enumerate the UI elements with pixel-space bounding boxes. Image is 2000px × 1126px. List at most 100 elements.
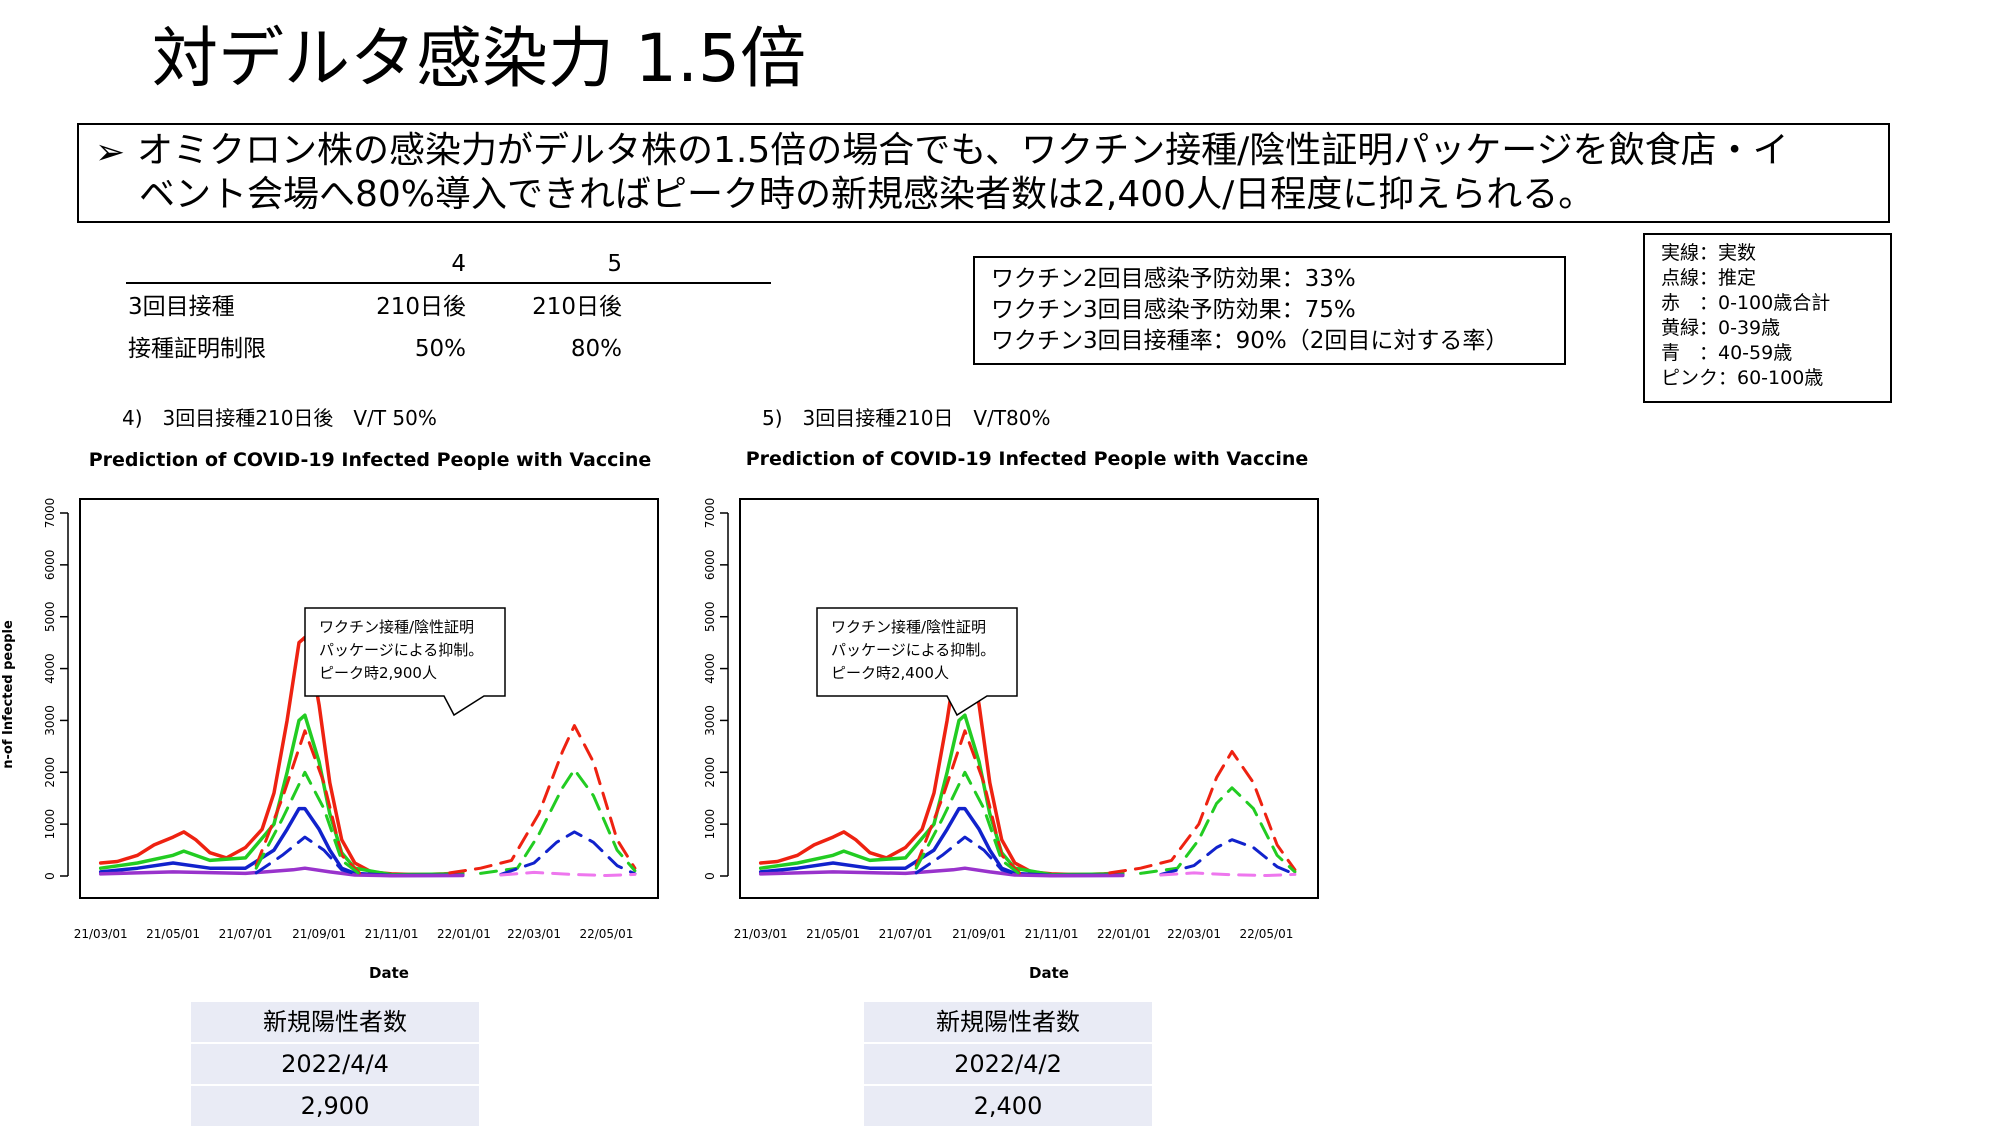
result-value: 2,400 — [864, 1086, 1152, 1126]
x-tick-label: 21/05/01 — [806, 927, 860, 941]
param-row-label: 接種証明制限 — [128, 336, 266, 362]
summary-line-1: オミクロン株の感染力がデルタ株の1.5倍の場合でも、ワクチン接種/陰性証明パッケ… — [137, 130, 1789, 171]
callout-text: パッケージによる抑制。 — [831, 641, 995, 659]
x-tick-label: 21/09/01 — [952, 927, 1006, 941]
callout-text: ワクチン接種/陰性証明 — [319, 618, 474, 636]
result-table-4: 新規陽性者数 2022/4/4 2,900 — [191, 1002, 479, 1126]
chart-caption-5: 5) 3回目接種210日 V/T80% — [762, 406, 1051, 430]
series-line-red-dashed — [448, 724, 637, 875]
series-line-green-dashed — [479, 768, 637, 875]
result-table-5: 新規陽性者数 2022/4/2 2,400 — [864, 1002, 1152, 1126]
param-row-label: 3回目接種 — [128, 294, 235, 320]
series-line-blue-dashed — [914, 835, 1021, 877]
param-col-header: 5 — [607, 251, 622, 277]
y-tick-label: 2000 — [703, 757, 717, 788]
series-line-green-solid — [98, 713, 465, 877]
chart-5: 0 1000 2000 3000 4000 5000 6000 7000 21/03/01 21/… — [703, 498, 1319, 982]
series-line-blue-dashed — [499, 830, 637, 876]
y-tick-label: 5000 — [43, 601, 57, 632]
x-tick-label: 22/05/01 — [579, 927, 633, 941]
slide-title: 対デルタ感染力 1.5倍 — [152, 20, 806, 97]
x-tick-label: 22/05/01 — [1239, 927, 1293, 941]
y-tick-label: 4000 — [43, 653, 57, 684]
legend-line: 点線：推定 — [1661, 267, 1757, 289]
y-axis-label: n-of Infected people — [1, 620, 16, 769]
x-tick-label: 22/03/01 — [1167, 927, 1221, 941]
x-tick-label: 21/07/01 — [219, 927, 273, 941]
summary-box: ➢ オミクロン株の感染力がデルタ株の1.5倍の場合でも、ワクチン接種/陰性証明パ… — [77, 123, 1890, 223]
x-axis-label: Date — [1029, 964, 1069, 982]
chart-caption-4: 4) 3回目接種210日後 V/T 50% — [122, 406, 437, 430]
x-tick-label: 21/11/01 — [365, 927, 419, 941]
vaccine-effect-line: ワクチン3回目接種率：90%（2回目に対する率） — [991, 328, 1509, 354]
param-cell: 50% — [414, 336, 466, 362]
series-line-pink-dashed — [499, 870, 637, 877]
y-tick-label: 3000 — [703, 705, 717, 736]
callout-bubble — [816, 607, 1018, 717]
y-tick-label: 2000 — [43, 757, 57, 788]
param-cell: 210日後 — [532, 294, 622, 320]
result-date: 2022/4/4 — [191, 1044, 479, 1084]
y-tick-label: 7000 — [703, 498, 717, 529]
y-tick-label: 3000 — [43, 705, 57, 736]
legend-line: 黄緑：0-39歳 — [1661, 317, 1781, 339]
series-line-green-dashed — [1139, 786, 1297, 875]
chart-title-5: Prediction of COVID-19 Infected People w… — [745, 448, 1309, 470]
legend-line: ピンク：60-100歳 — [1661, 367, 1824, 389]
param-cell: 80% — [570, 336, 622, 362]
series-line-green-solid — [758, 713, 1125, 877]
series-line-red-dashed — [1108, 750, 1297, 875]
result-header: 新規陽性者数 — [191, 1002, 479, 1042]
series-line-green-dashed — [914, 770, 1021, 876]
series-line-blue-dashed — [254, 835, 361, 877]
x-tick-label: 22/03/01 — [507, 927, 561, 941]
callout-bubble — [304, 607, 506, 717]
y-tick-label: 4000 — [703, 653, 717, 684]
param-col-header: 4 — [451, 251, 466, 277]
vaccine-effect-box: ワクチン2回目感染予防効果：33% ワクチン3回目感染予防効果：75% ワクチン… — [973, 256, 1566, 365]
series-line-red-dashed — [914, 729, 1021, 875]
arrow-bullet-icon: ➢ — [95, 132, 126, 173]
x-tick-label: 21/11/01 — [1025, 927, 1079, 941]
y-tick-label: 6000 — [703, 550, 717, 581]
y-tick-label: 0 — [703, 872, 717, 880]
result-header: 新規陽性者数 — [864, 1002, 1152, 1042]
param-table-rule — [126, 282, 771, 284]
summary-line-2: ベント会場へ80%導入できればピーク時の新規感染者数は2,400人/日程度に抑え… — [139, 174, 1595, 215]
series-line-blue-dashed — [1159, 838, 1297, 876]
x-axis-label: Date — [369, 964, 409, 982]
result-value: 2,900 — [191, 1086, 479, 1126]
y-tick-label: 1000 — [703, 809, 717, 840]
y-tick-label: 6000 — [43, 550, 57, 581]
callout-text: ピーク時2,900人 — [319, 664, 437, 682]
legend-line: 赤 ：0-100歳合計 — [1661, 292, 1831, 314]
callout-text: ピーク時2,400人 — [831, 664, 949, 682]
y-tick-label: 0 — [43, 872, 57, 880]
x-tick-label: 21/07/01 — [879, 927, 933, 941]
y-tick-label: 1000 — [43, 809, 57, 840]
x-tick-label: 21/05/01 — [146, 927, 200, 941]
series-line-red-dashed — [254, 729, 361, 875]
x-tick-label: 22/01/01 — [1097, 927, 1151, 941]
series-line-green-dashed — [254, 770, 361, 876]
plot-frame — [739, 498, 1319, 899]
result-date: 2022/4/2 — [864, 1044, 1152, 1084]
chart-4: 0 1000 2000 3000 4000 5000 6000 7000 n-of Infect… — [1, 498, 659, 982]
chart-title-4: Prediction of COVID-19 Infected People w… — [88, 449, 652, 471]
callout-text: ワクチン接種/陰性証明 — [831, 618, 986, 636]
y-tick-label: 5000 — [703, 601, 717, 632]
vaccine-effect-line: ワクチン2回目感染予防効果：33% — [991, 266, 1356, 292]
legend-line: 青 ：40-59歳 — [1661, 342, 1793, 364]
y-tick-label: 7000 — [43, 498, 57, 529]
legend-line: 実線：実数 — [1661, 242, 1757, 264]
x-tick-label: 21/03/01 — [734, 927, 788, 941]
series-line-pink-dashed — [1159, 871, 1297, 877]
plot-frame — [79, 498, 659, 899]
legend-box: 実線：実数 点線：推定 赤 ：0-100歳合計 黄緑：0-39歳 青 ：40-5… — [1643, 233, 1892, 403]
series-line-purple-solid — [758, 866, 1125, 878]
vaccine-effect-line: ワクチン3回目感染予防効果：75% — [991, 297, 1356, 323]
series-line-purple-solid — [98, 866, 465, 878]
callout-text: パッケージによる抑制。 — [319, 641, 483, 659]
